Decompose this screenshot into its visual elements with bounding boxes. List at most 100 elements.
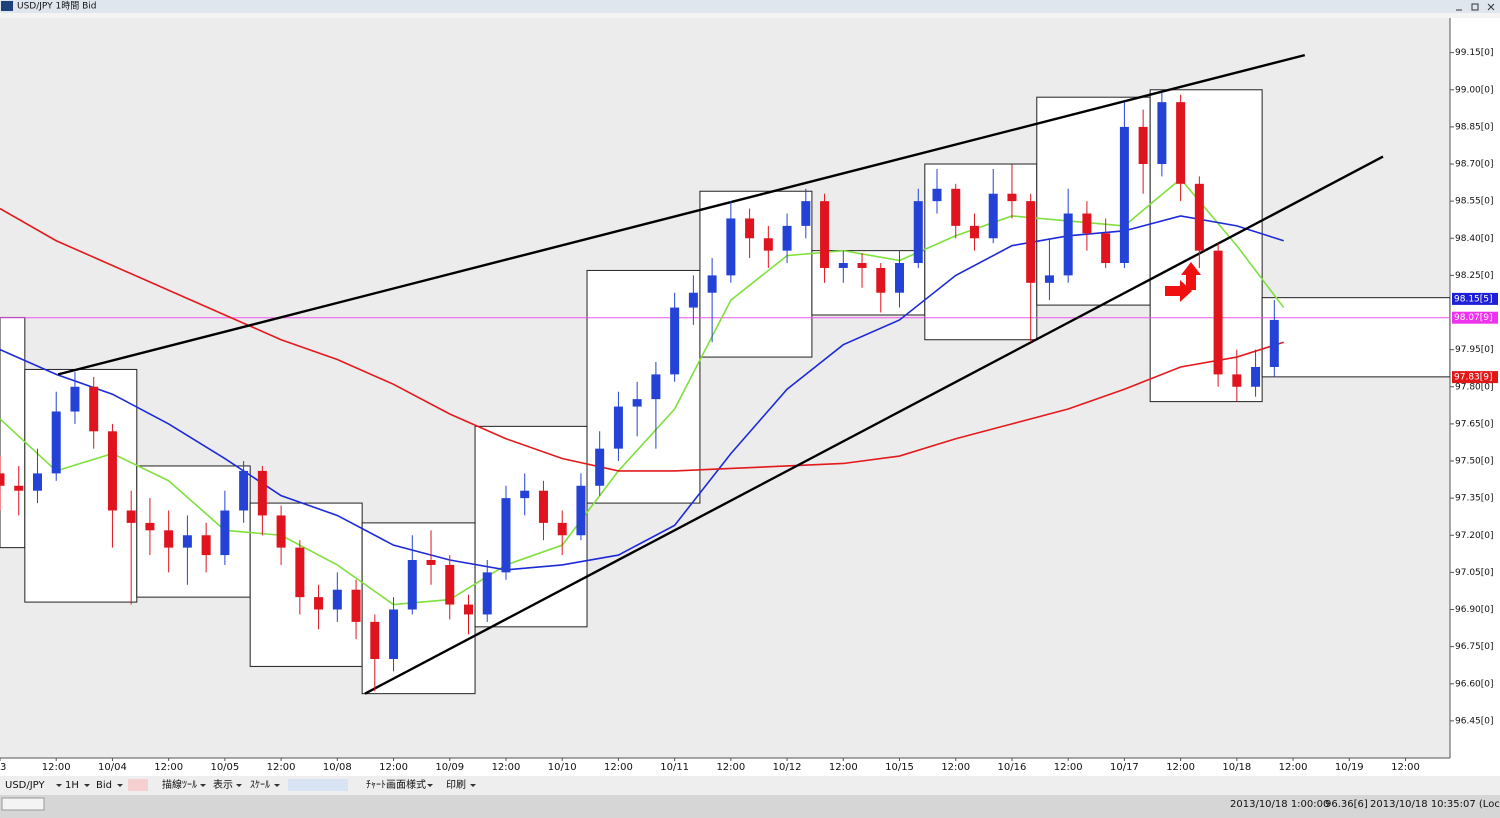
window-buttons[interactable] [1456,3,1495,11]
status-local-time: 2013/10/18 10:35:07 (Local) [1370,799,1500,810]
candle-body [1044,275,1054,283]
candle-body [838,263,848,268]
status-bar: 2013/10/18 1:00:00 96.36[6] 2013/10/18 1… [0,795,1500,818]
candle-body [220,510,230,556]
x-tick-label: 10/17 [1110,762,1139,773]
candle-body [70,386,80,412]
y-tick-label: 97.95[0] [1455,345,1494,355]
x-tick-label: 12:00 [379,762,408,773]
arrow-up [1181,262,1201,290]
chart-style-menu[interactable]: ﾁｬｰﾄ画面様式 [366,778,426,791]
status-price: 96.36[6] [1325,799,1368,810]
candle-body [426,560,436,565]
axes: 96.45[0] 96.60[0] 96.75[0] 96.90[0] 97.05[0]… [0,48,1498,773]
maximize-button[interactable] [1471,3,1479,11]
x-tick-label: 12:00 [267,762,296,773]
candle-body [1269,319,1279,367]
price-type-menu[interactable]: Bid [96,780,112,791]
x-tick-label: 10/09 [435,762,464,773]
candle-body [1138,126,1148,165]
candle-body [1251,366,1261,387]
candle-body [1194,183,1204,251]
view-menu[interactable]: 表示 [213,778,233,791]
price-marker [1452,371,1498,384]
candle-body [145,522,155,531]
close-button[interactable] [1487,3,1495,11]
moving-average [0,215,1284,571]
candle-body [951,188,961,226]
x-tick-label: 12:00 [716,762,745,773]
draw-tool-menu[interactable]: 描線ﾂｰﾙ [162,778,197,791]
candle-body [32,473,42,491]
y-tick-label: 97.80[0] [1455,382,1494,392]
range-box [1036,96,1151,306]
y-tick-label: 96.60[0] [1455,679,1494,689]
x-tick-label: 12:00 [941,762,970,773]
x-tick-label: 10/15 [885,762,914,773]
candle-body [969,225,979,239]
candle-body [557,522,567,536]
candle-body [89,386,99,432]
candle-body [1026,201,1036,283]
y-tick-label: 98.85[0] [1455,122,1494,132]
y-tick-label: 97.20[0] [1455,531,1494,541]
candle-body [314,597,324,610]
candle-body [1119,126,1129,264]
toolbar-bg [0,776,1500,795]
toolbar: USD/JPY 1H Bid 描線ﾂｰﾙ 表示 ｽｹｰﾙ ﾁｬｰﾄ画面様式 印刷 [0,776,1500,795]
plot [0,53,1450,695]
price-marker [1452,311,1498,324]
range-box [1149,89,1263,403]
candle-body [445,564,455,605]
scrollbar[interactable] [1,797,45,811]
candle-body [351,589,361,622]
zoom-buttons[interactable] [288,779,348,791]
candle-body [407,560,417,610]
x-tick-label: 12:00 [1166,762,1195,773]
candle-body [745,218,755,239]
candle-body [801,201,811,226]
candle-body [107,431,117,511]
moving-average [0,177,1285,606]
candle-body [332,589,342,610]
price-marker [1452,292,1498,305]
symbol-menu[interactable]: USD/JPY [5,780,45,791]
price-marker-label: 97.83[9] [1454,373,1493,383]
print-menu[interactable]: 印刷 [446,779,466,791]
y-tick-label: 96.75[0] [1455,642,1494,652]
candle-body [726,218,736,276]
candle-body [670,307,680,375]
range-box [361,522,476,695]
y-tick-label: 96.45[0] [1455,716,1494,726]
candle-body [1176,102,1186,184]
range-box [249,502,363,667]
x-axis-area [0,758,1500,776]
timeframe-menu[interactable]: 1H [65,780,79,791]
candle-body [876,267,886,293]
candle-body [820,201,830,268]
candle-body [389,609,399,660]
app-icon [1,1,13,11]
x-tick-label: 12:00 [1054,762,1083,773]
candle-body [463,604,473,615]
x-tick-label: 10/18 [1222,762,1251,773]
x-tick-label: 12:00 [1279,762,1308,773]
color-button[interactable] [128,779,148,791]
candle-body [913,201,923,264]
y-tick-label: 98.25[0] [1455,271,1494,281]
status-time: 2013/10/18 1:00:00 [1230,799,1329,810]
x-tick-label: 12:00 [1391,762,1420,773]
x-tick-label: 10/08 [323,762,352,773]
candle-body [14,485,24,491]
y-tick-label: 99.00[0] [1455,85,1494,95]
y-axis-area [1450,18,1500,758]
window-title: USD/JPY 1時間 Bid [17,1,96,12]
candle-body [51,411,61,474]
scale-menu[interactable]: ｽｹｰﾙ [250,779,270,791]
x-tick-label: 10/16 [998,762,1027,773]
candle-body [1157,102,1167,165]
top-strip [0,13,1500,18]
x-tick-label: 10/11 [660,762,689,773]
